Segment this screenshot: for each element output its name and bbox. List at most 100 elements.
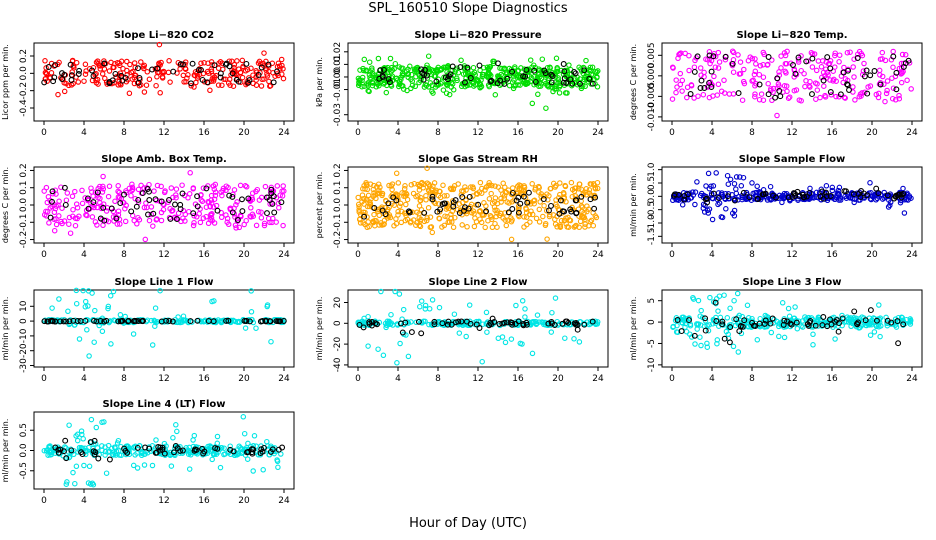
data-point: [841, 94, 848, 101]
data-point: [386, 73, 392, 80]
data-point: [860, 68, 867, 74]
data-point: [674, 84, 680, 90]
data-point: [698, 342, 704, 349]
data-point: [730, 49, 737, 56]
data-point: [208, 66, 215, 73]
data-point: [541, 67, 548, 74]
data-point: [566, 62, 572, 68]
series-2: [376, 60, 596, 87]
data-point: [385, 76, 392, 83]
data-point: [762, 190, 769, 197]
data-point: [129, 181, 135, 188]
plot-frame: [33, 289, 295, 368]
data-point: [758, 91, 765, 97]
data-point: [97, 318, 104, 324]
data-point: [141, 65, 147, 72]
data-point: [280, 222, 286, 229]
data-point: [383, 89, 390, 96]
data-point: [519, 341, 525, 347]
x-tick-label: 12: [158, 374, 169, 384]
data-point: [557, 82, 563, 89]
data-point: [509, 185, 516, 191]
data-point: [509, 189, 516, 196]
data-point: [569, 193, 576, 200]
data-point: [91, 339, 97, 345]
data-point: [760, 74, 767, 80]
data-point: [685, 191, 691, 198]
data-point: [509, 79, 516, 85]
x-tick-label: 8: [749, 128, 755, 138]
data-point: [105, 305, 111, 312]
x-tick-label: 8: [749, 250, 755, 260]
data-point: [576, 181, 583, 187]
data-point: [113, 74, 119, 80]
data-point: [836, 59, 842, 65]
data-point: [408, 182, 415, 188]
data-point: [153, 437, 159, 443]
data-point: [523, 66, 530, 73]
data-point: [159, 69, 165, 75]
data-point: [589, 64, 596, 71]
data-point: [892, 73, 899, 80]
data-point: [389, 186, 395, 193]
data-point: [705, 210, 712, 216]
data-point: [502, 339, 509, 346]
data-point: [735, 349, 742, 355]
data-point: [516, 185, 523, 192]
data-point: [65, 308, 71, 315]
data-point: [669, 96, 676, 102]
data-point: [554, 203, 560, 210]
data-point: [820, 314, 827, 320]
data-point: [112, 198, 118, 205]
data-point: [213, 202, 220, 209]
data-point: [146, 76, 153, 83]
data-point: [684, 94, 690, 101]
data-point: [752, 56, 758, 62]
data-point: [824, 54, 831, 61]
data-point: [586, 75, 593, 82]
data-point: [541, 203, 547, 209]
data-point: [692, 341, 698, 347]
data-point: [211, 62, 218, 69]
data-point: [851, 308, 858, 315]
y-tick-label: 0.0: [19, 443, 29, 458]
data-point: [492, 183, 498, 189]
data-point: [154, 74, 160, 80]
data-point: [208, 211, 214, 218]
data-point: [148, 317, 155, 324]
data-point: [182, 317, 189, 324]
data-point: [234, 217, 241, 223]
data-point: [187, 318, 194, 325]
x-tick-label: 24: [278, 250, 290, 260]
data-point: [794, 325, 801, 332]
data-point: [153, 82, 159, 89]
data-point: [193, 79, 199, 86]
data-point: [219, 192, 225, 199]
data-point: [66, 221, 72, 227]
data-point: [150, 223, 156, 229]
data-point: [571, 68, 578, 75]
data-point: [159, 75, 166, 81]
data-point: [397, 340, 403, 347]
data-point: [433, 78, 440, 85]
data-point: [844, 81, 851, 88]
data-point: [703, 183, 709, 189]
data-point: [369, 65, 375, 71]
data-point: [117, 200, 124, 207]
data-point: [556, 210, 563, 217]
data-point: [893, 69, 900, 76]
data-point: [361, 201, 367, 207]
data-point: [393, 75, 400, 82]
data-point: [94, 222, 100, 228]
data-point: [237, 182, 244, 189]
data-point: [229, 58, 235, 65]
series-2: [687, 52, 912, 101]
data-point: [239, 65, 246, 71]
data-point: [877, 81, 884, 88]
data-point: [809, 55, 816, 62]
data-point: [466, 302, 473, 308]
data-point: [210, 78, 217, 84]
data-point: [783, 83, 790, 89]
data-point: [86, 353, 92, 359]
data-point: [876, 302, 882, 308]
